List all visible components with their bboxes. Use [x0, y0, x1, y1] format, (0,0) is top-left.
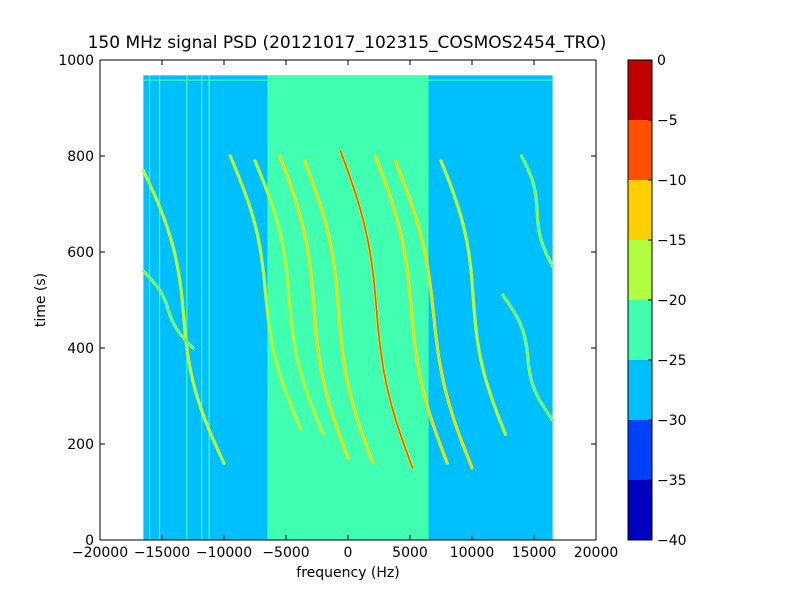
colorbar-segment	[628, 60, 652, 120]
x-tick-label: 0	[344, 545, 353, 561]
signal-trace	[502, 294, 554, 421]
colorbar-segment	[628, 180, 652, 240]
colorbar-tick-label: −15	[657, 233, 687, 249]
y-tick-label: 800	[67, 149, 94, 165]
signal-trace	[142, 270, 194, 349]
signal-trace	[279, 155, 349, 460]
colorbar-tick-label: −40	[657, 533, 687, 549]
colorbar-segment	[628, 480, 652, 540]
colorbar-tick-label: −35	[657, 473, 687, 489]
y-tick-label: 400	[67, 341, 94, 357]
colorbar-segment	[628, 300, 652, 360]
signal-trace	[394, 160, 473, 469]
signal-trace	[142, 169, 225, 464]
colorbar-tick-label: −30	[657, 413, 687, 429]
x-tick-label: −10000	[196, 545, 252, 561]
colorbar-tick-label: −20	[657, 293, 687, 309]
y-tick-label: 600	[67, 245, 94, 261]
chart-title: 150 MHz signal PSD (20121017_102315_COSM…	[88, 33, 607, 53]
x-tick-label: 5000	[392, 545, 428, 561]
x-tick-label: 15000	[512, 545, 557, 561]
colorbar-tick-label: −10	[657, 173, 687, 189]
y-tick-label: 200	[67, 437, 94, 453]
signal-trace	[339, 150, 414, 469]
y-tick-label: 1000	[58, 53, 94, 69]
colorbar-segment	[628, 420, 652, 480]
heatmap-center-band	[267, 75, 429, 541]
x-axis: −20000 −15000 −10000 −5000 0 5000 10000 15000 20…	[72, 60, 618, 561]
signal-trace	[303, 160, 374, 464]
x-tick-label: 10000	[450, 545, 495, 561]
signal-trace	[374, 155, 448, 464]
colorbar-tick-label: −5	[657, 113, 678, 129]
colorbar-tick-label: −25	[657, 353, 687, 369]
colorbar-segment	[628, 240, 652, 300]
x-axis-label: frequency (Hz)	[296, 565, 399, 581]
signal-trace	[440, 160, 507, 436]
colorbar-segment	[628, 120, 652, 180]
signal-trace	[229, 155, 302, 431]
y-axis-label: time (s)	[33, 273, 49, 327]
colorbar-tick-label: 0	[657, 53, 666, 69]
x-tick-label: −20000	[72, 545, 128, 561]
y-axis: 0 200 400 600 800 1000	[58, 53, 596, 549]
signal-trace	[254, 160, 324, 436]
plot-area	[141, 75, 555, 541]
colorbar: 0 −5 −10 −15 −20 −25 −30 −35 −40	[627, 53, 687, 549]
x-tick-label: −5000	[262, 545, 309, 561]
y-tick-label: 0	[85, 533, 94, 549]
signal-trace	[520, 155, 554, 268]
x-tick-label: 20000	[574, 545, 619, 561]
x-tick-label: −15000	[134, 545, 190, 561]
colorbar-segment	[628, 360, 652, 420]
